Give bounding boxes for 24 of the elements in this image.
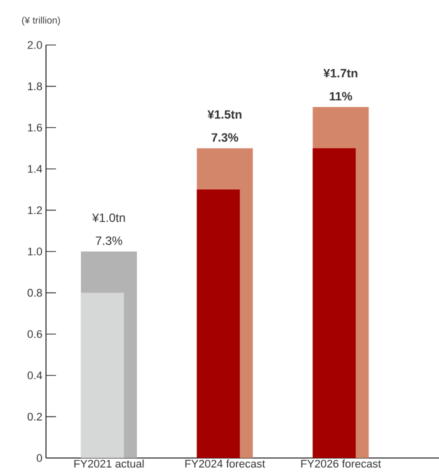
annotation: 11% [330, 92, 352, 100]
y-tick-label: 1.8 [28, 82, 42, 90]
x-tick-label: FY2024 forecast [185, 460, 266, 468]
y-tick-label: 0.2 [28, 412, 42, 421]
data-label: ¥1.0tn [92, 213, 125, 222]
x-tick-label: FY2021 actual [74, 460, 144, 468]
y-tick-label: 0.8 [28, 288, 42, 297]
y-tick-label: 1.4 [28, 165, 42, 173]
y-tick-label: 1.6 [28, 124, 42, 132]
y-tick-label: 0 [36, 454, 42, 462]
y-tick-label: 1.2 [28, 206, 42, 214]
y-tick-label: 0.4 [28, 372, 42, 380]
bar [312, 148, 356, 458]
data-label: ¥1.7tn [323, 69, 358, 78]
annotation: 7.3% [96, 236, 122, 245]
y-tick-label: 1.0 [28, 248, 42, 256]
y-tick-label: 2.0 [28, 41, 42, 49]
bar [196, 190, 240, 458]
bar [80, 292, 124, 458]
x-tick-label: FY2026 forecast [301, 460, 381, 468]
y-axis-title: (¥ trillion) [22, 16, 60, 26]
annotation: 7.3% [212, 133, 238, 142]
data-label: ¥1.5tn [208, 110, 242, 119]
y-tick-label: 0.6 [28, 330, 42, 338]
